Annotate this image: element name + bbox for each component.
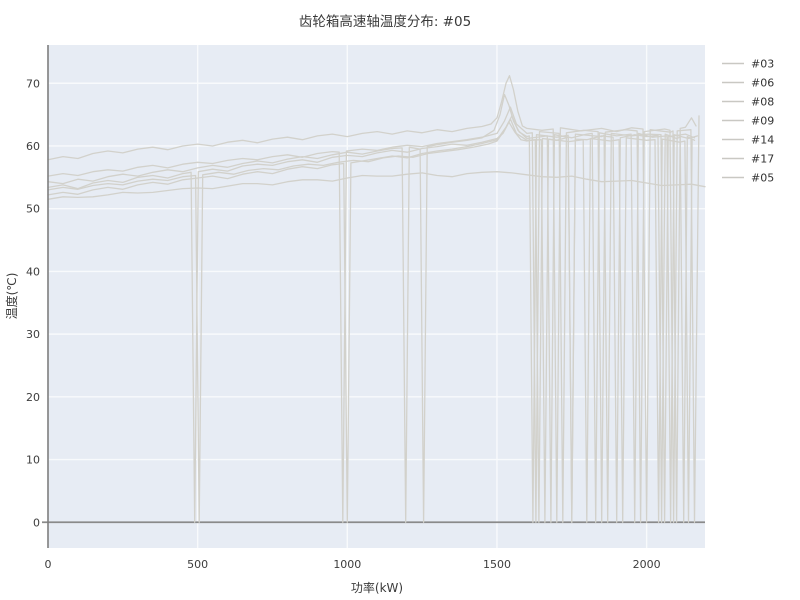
legend-item: #08 — [722, 96, 774, 109]
series-lines — [47, 75, 706, 523]
legend-item: #03 — [722, 58, 774, 71]
legend-item: #17 — [722, 153, 774, 166]
legend-label: #09 — [751, 115, 774, 128]
legend-item: #06 — [722, 77, 774, 90]
chart-title: 齿轮箱高速轴温度分布: #05 — [299, 13, 471, 30]
legend-label: #03 — [751, 58, 774, 71]
legend-label: #05 — [751, 172, 774, 185]
y-tick-label: 10 — [26, 454, 40, 467]
series-line-03 — [47, 121, 696, 523]
series-line-17 — [47, 118, 693, 523]
y-tick-label: 20 — [26, 391, 40, 404]
y-tick-label: 70 — [26, 77, 40, 90]
legend-item: #14 — [722, 134, 774, 147]
legend-label: #14 — [751, 134, 774, 147]
y-tick-label: 0 — [33, 516, 40, 529]
plot-area — [48, 45, 705, 548]
x-tick-label: 500 — [187, 558, 208, 571]
series-line-08 — [47, 75, 697, 523]
legend: #03 #06 #08 #09 #14 #17 #05 — [722, 58, 774, 185]
y-tick-label: 30 — [26, 328, 40, 341]
series-line-06 — [47, 115, 699, 523]
x-tick-label: 2000 — [633, 558, 661, 571]
x-tick-label: 1500 — [483, 558, 511, 571]
x-axis-ticks: 0 500 1000 1500 2000 — [45, 558, 661, 571]
series-line-14 — [47, 171, 706, 200]
series-line-05 — [47, 106, 700, 523]
y-axis-ticks: 0 10 20 30 40 50 60 70 — [26, 77, 40, 529]
series-line-09 — [47, 93, 696, 523]
legend-label: #06 — [751, 77, 774, 90]
x-axis-label: 功率(kW) — [351, 580, 403, 595]
x-tick-label: 0 — [45, 558, 52, 571]
y-tick-label: 40 — [26, 265, 40, 278]
y-tick-label: 60 — [26, 140, 40, 153]
legend-item: #09 — [722, 115, 774, 128]
legend-item: #05 — [722, 172, 774, 185]
legend-label: #08 — [751, 96, 774, 109]
y-tick-label: 50 — [26, 203, 40, 216]
x-tick-label: 1000 — [333, 558, 361, 571]
y-axis-label: 温度(℃) — [4, 273, 19, 320]
legend-label: #17 — [751, 153, 774, 166]
